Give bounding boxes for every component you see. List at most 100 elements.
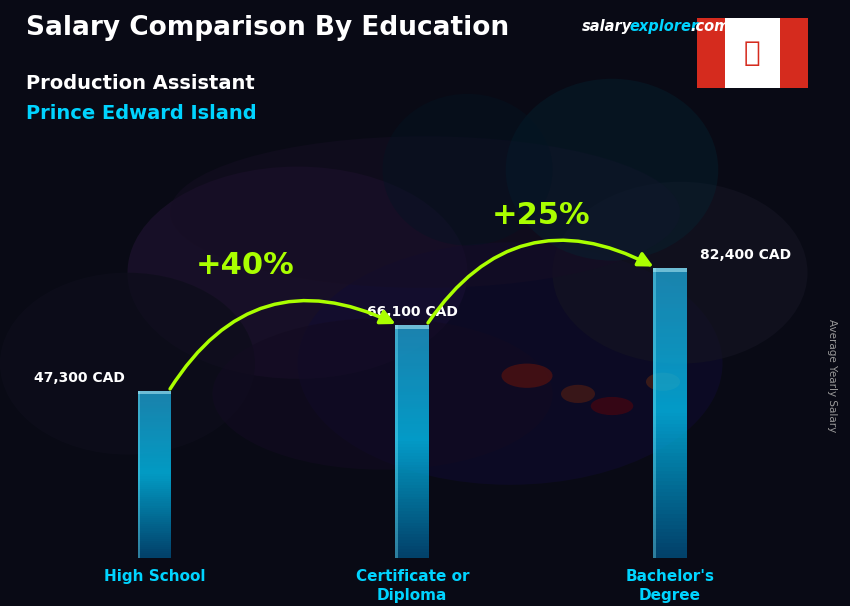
Bar <box>654 471 687 474</box>
Bar <box>654 373 687 376</box>
Bar <box>654 514 687 518</box>
Bar <box>138 466 171 468</box>
Bar <box>654 474 687 478</box>
Bar <box>654 297 687 301</box>
Bar <box>138 510 171 512</box>
Bar <box>138 549 171 551</box>
Bar <box>395 340 429 342</box>
Bar <box>395 381 429 383</box>
Bar <box>654 539 687 543</box>
Text: Prince Edward Island: Prince Edward Island <box>26 104 256 123</box>
Bar <box>654 482 687 485</box>
Bar <box>654 304 687 308</box>
Bar <box>138 534 171 537</box>
Bar <box>395 325 398 558</box>
Bar <box>654 464 687 467</box>
Ellipse shape <box>506 79 718 261</box>
Bar <box>654 532 687 536</box>
Bar <box>138 410 171 412</box>
Bar <box>654 442 687 445</box>
Bar <box>395 531 429 534</box>
Text: salary: salary <box>582 19 632 35</box>
Bar <box>138 533 171 534</box>
Bar <box>138 539 171 541</box>
Text: +40%: +40% <box>196 251 294 280</box>
Bar <box>395 412 429 415</box>
Bar <box>138 404 171 406</box>
Bar <box>138 501 171 504</box>
Bar <box>654 536 687 539</box>
Bar <box>395 424 429 427</box>
Bar <box>654 369 687 373</box>
Ellipse shape <box>128 167 468 379</box>
Bar <box>654 496 687 499</box>
Bar <box>395 398 429 401</box>
Ellipse shape <box>298 242 722 485</box>
Bar <box>654 445 687 449</box>
Bar <box>138 491 171 493</box>
Bar <box>138 537 171 539</box>
Bar <box>654 358 687 362</box>
Bar <box>138 514 171 516</box>
Text: .com: .com <box>690 19 729 35</box>
Bar <box>138 495 171 498</box>
Bar <box>654 268 687 272</box>
Bar <box>138 479 171 481</box>
Bar <box>654 431 687 435</box>
Bar <box>395 482 429 485</box>
Bar <box>654 290 687 293</box>
Text: Production Assistant: Production Assistant <box>26 74 254 93</box>
Bar <box>395 430 429 433</box>
Bar <box>395 345 429 348</box>
Bar <box>654 362 687 365</box>
Bar <box>395 453 429 456</box>
Bar <box>654 467 687 471</box>
Bar <box>654 337 687 341</box>
Bar <box>395 328 429 331</box>
Bar <box>138 543 171 545</box>
Bar <box>395 386 429 389</box>
Bar <box>654 348 687 351</box>
Bar <box>395 476 429 479</box>
FancyArrowPatch shape <box>428 240 650 323</box>
Bar <box>138 454 171 456</box>
Bar <box>138 462 171 464</box>
Bar <box>138 520 171 522</box>
Bar <box>654 453 687 456</box>
Text: Average Yearly Salary: Average Yearly Salary <box>827 319 837 432</box>
Bar <box>395 407 429 410</box>
Bar <box>395 499 429 502</box>
Bar <box>654 438 687 442</box>
Bar <box>138 476 171 479</box>
Bar <box>654 344 687 348</box>
Bar <box>395 511 429 514</box>
Bar <box>395 363 429 366</box>
Bar <box>138 530 171 533</box>
Bar <box>654 510 687 514</box>
Bar <box>395 404 429 407</box>
Bar <box>395 488 429 491</box>
Bar <box>395 514 429 517</box>
Bar <box>138 508 171 510</box>
Bar <box>395 528 429 531</box>
Bar <box>138 556 171 558</box>
Ellipse shape <box>561 385 595 403</box>
Bar <box>395 470 429 473</box>
Bar <box>395 433 429 436</box>
Bar <box>654 271 687 275</box>
Bar <box>138 396 171 398</box>
Bar <box>395 447 429 450</box>
Bar <box>654 365 687 369</box>
Bar <box>138 443 171 445</box>
Bar <box>395 337 429 340</box>
Bar <box>654 485 687 488</box>
Text: +25%: +25% <box>492 201 591 230</box>
Bar <box>395 436 429 439</box>
Bar <box>654 521 687 525</box>
Ellipse shape <box>0 273 255 454</box>
Bar <box>654 492 687 496</box>
Bar <box>654 518 687 521</box>
Bar <box>395 342 429 345</box>
Bar <box>395 494 429 496</box>
Bar <box>395 348 429 351</box>
